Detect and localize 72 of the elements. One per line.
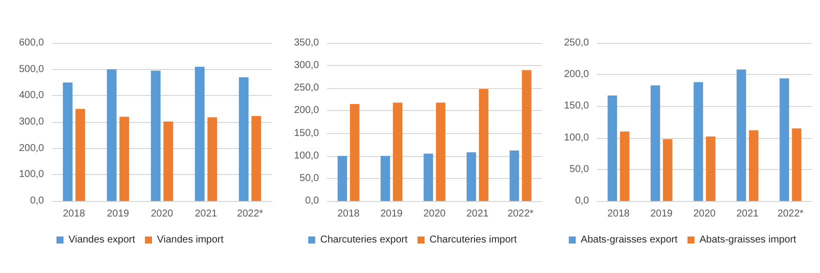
x-tick-label: 2022* — [777, 208, 804, 220]
y-tick-label: 300,0 — [18, 116, 44, 128]
x-tick-label: 2021 — [736, 208, 760, 220]
y-tick-label: 400,0 — [18, 90, 44, 102]
y-tick-label: 50,0 — [570, 164, 590, 175]
y-tick-label: 300,0 — [294, 60, 320, 72]
y-tick-label: 100,0 — [564, 132, 590, 144]
bar — [106, 69, 117, 201]
bar — [238, 77, 249, 201]
legend-label: Abats-graisses import — [700, 234, 796, 246]
y-tick-label: 350,0 — [294, 38, 320, 48]
bar — [436, 102, 446, 201]
y-tick-label: 0,0 — [30, 196, 44, 206]
bar — [478, 89, 488, 201]
bar — [392, 102, 402, 201]
bar — [194, 66, 205, 201]
bar — [620, 131, 630, 201]
bar — [522, 70, 532, 201]
bar — [350, 104, 360, 201]
legend-label: Abats-graisses export — [580, 234, 678, 246]
y-tick-label: 0,0 — [575, 196, 590, 206]
bar — [736, 70, 746, 201]
x-tick-label: 2020 — [150, 208, 174, 220]
legend-label: Charcuteries import — [430, 234, 517, 246]
x-tick-label: 2019 — [380, 208, 404, 220]
x-tick-label: 2020 — [423, 208, 446, 220]
y-tick-label: 150,0 — [564, 100, 590, 112]
bar — [608, 95, 618, 201]
bar — [650, 85, 660, 201]
bar — [694, 82, 704, 201]
legend-label: Viandes import — [157, 234, 224, 246]
y-tick-label: 100,0 — [18, 169, 44, 180]
bar — [150, 70, 161, 201]
x-tick-label: 2019 — [650, 208, 674, 220]
y-tick-label: 250,0 — [564, 38, 590, 48]
bar — [748, 130, 758, 201]
x-tick-label: 2022* — [507, 208, 534, 220]
bar — [466, 152, 476, 201]
x-tick-label: 2022* — [236, 208, 264, 220]
y-tick-label: 150,0 — [294, 128, 320, 139]
bar — [662, 139, 672, 201]
bar — [207, 117, 218, 201]
bar — [163, 121, 174, 201]
bar — [119, 116, 130, 201]
legend-label: Charcuteries export — [320, 234, 408, 246]
x-tick-label: 2018 — [337, 208, 360, 220]
x-tick-label: 2018 — [607, 208, 630, 220]
x-tick-label: 2020 — [693, 208, 716, 220]
y-tick-label: 50,0 — [300, 172, 320, 184]
y-tick-label: 200,0 — [294, 105, 320, 116]
bar — [62, 82, 73, 201]
y-tick-label: 250,0 — [294, 82, 320, 94]
x-tick-label: 2021 — [194, 208, 218, 220]
bar — [706, 136, 716, 201]
bar — [510, 150, 520, 201]
legend-label: Viandes export — [68, 234, 136, 246]
y-tick-label: 0,0 — [305, 196, 320, 206]
bar — [75, 108, 86, 201]
bar — [424, 154, 434, 201]
bar — [780, 78, 790, 201]
y-tick-label: 100,0 — [294, 150, 320, 162]
x-tick-label: 2021 — [466, 208, 490, 220]
y-tick-label: 200,0 — [564, 69, 590, 80]
y-tick-label: 200,0 — [18, 142, 44, 154]
bar — [338, 156, 348, 201]
bar — [251, 116, 262, 201]
x-tick-label: 2018 — [62, 208, 86, 220]
bar — [380, 156, 390, 201]
x-tick-label: 2019 — [106, 208, 130, 220]
y-tick-label: 500,0 — [18, 64, 44, 75]
bar — [792, 128, 802, 201]
y-tick-label: 600,0 — [18, 38, 44, 48]
